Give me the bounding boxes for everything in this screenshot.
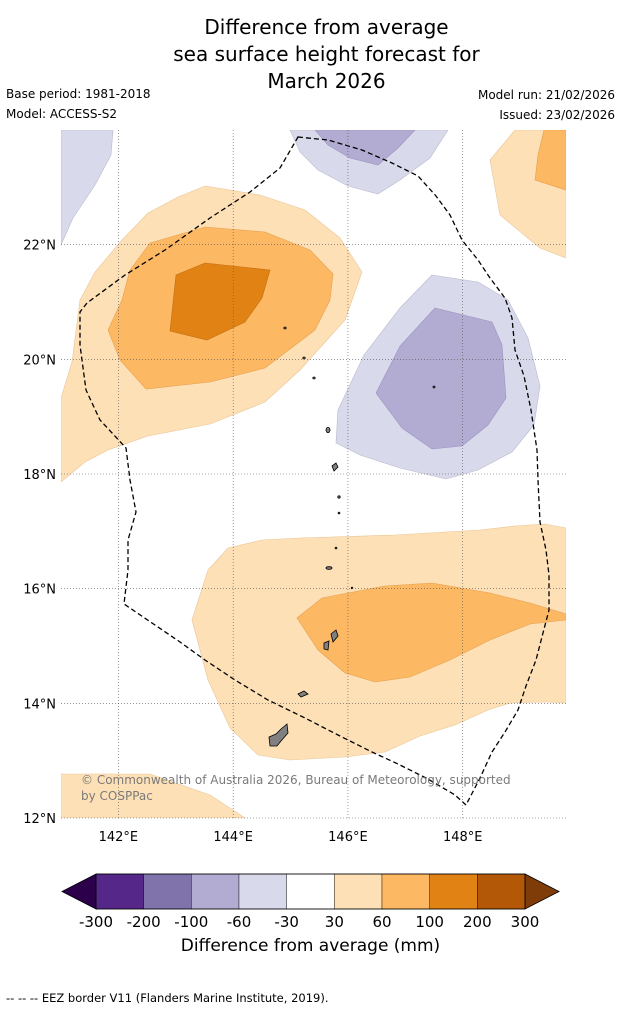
contour-neg-30-top-left — [61, 130, 114, 246]
island — [283, 326, 287, 330]
lon-tick-label: 146°E — [328, 830, 368, 845]
lon-tick-label: 142°E — [99, 830, 139, 845]
lat-tick-label: 20°N — [23, 353, 56, 368]
eez-legend-text: -- -- -- EEZ border V11 (Flanders Marine… — [6, 991, 329, 1005]
colorbar-segment — [238, 873, 287, 910]
colorbar-extend-high — [524, 873, 560, 910]
colorbar-segment — [381, 873, 430, 910]
colorbar-segment — [95, 873, 144, 910]
colorbar-tick-label: -60 — [227, 913, 252, 931]
lat-tick-label: 18°N — [23, 468, 56, 483]
contour-pos-30-sw — [61, 773, 246, 818]
colorbar-segment — [477, 873, 526, 910]
colorbar-tick-label: 100 — [415, 913, 444, 931]
axis-labels: 22°N 20°N 18°N 16°N 14°N 12°N 142°E 144°E 146°E 1… — [23, 239, 482, 845]
title-line-2: sea surface height forecast for — [173, 42, 480, 66]
island — [337, 511, 341, 515]
lat-tick-label: 16°N — [23, 583, 56, 598]
eez-border — [79, 136, 550, 807]
colorbar-tick-label: 60 — [372, 913, 391, 931]
colorbar-frame — [95, 873, 526, 910]
contour-pos-60-south — [296, 582, 566, 683]
island — [330, 629, 339, 643]
contour-pos-60-ne — [534, 130, 566, 191]
island — [325, 566, 333, 570]
island — [325, 426, 331, 433]
lat-tick-label: 12°N — [23, 812, 56, 827]
colorbar-segment — [429, 873, 478, 910]
model-run: Model run: 21/02/2026 — [477, 88, 615, 102]
base-period: Base period: 1981-2018 — [6, 87, 151, 101]
island — [323, 640, 330, 651]
colorbar-extend-low — [61, 873, 97, 910]
chart-title: Difference from average sea surface heig… — [0, 14, 621, 95]
colorbar-tick-label: -30 — [274, 913, 299, 931]
contour-neg-60-top — [314, 130, 416, 166]
title-line-3: March 2026 — [267, 69, 386, 93]
colorbar-segment — [191, 873, 240, 910]
colorbar-tick-label: -300 — [79, 913, 113, 931]
colorbar-segment — [334, 873, 383, 910]
gridlines — [61, 130, 566, 819]
colorbar: -300 -200 -100 -60 -30 30 60 100 200 300 — [61, 873, 560, 931]
colorbar-label: Difference from average (mm) — [180, 936, 441, 956]
lon-tick-label: 144°E — [213, 830, 253, 845]
lat-tick-label: 22°N — [23, 239, 56, 254]
colorbar-tick-label: 30 — [325, 913, 344, 931]
lat-tick-label: 14°N — [23, 697, 56, 712]
model-name: Model: ACCESS-S2 — [6, 107, 118, 121]
island-guam — [268, 723, 289, 747]
colorbar-tick-label: -200 — [127, 913, 161, 931]
colorbar-segment — [143, 873, 192, 910]
island — [432, 385, 436, 389]
contour-neg-60-east — [375, 307, 507, 450]
colorbar-tick-label: 300 — [511, 913, 540, 931]
island — [297, 690, 309, 698]
island — [302, 356, 306, 360]
island — [337, 495, 341, 499]
island — [334, 546, 338, 550]
title-line-1: Difference from average — [204, 15, 449, 39]
copyright-text: © Commonwealth of Australia 2026, Bureau… — [81, 773, 511, 803]
island — [331, 462, 339, 472]
colorbar-tick-label: 200 — [463, 913, 492, 931]
colorbar-segment — [286, 873, 335, 910]
lon-tick-label: 148°E — [443, 830, 483, 845]
island — [312, 376, 316, 380]
map-figure: 22°N 20°N 18°N 16°N 14°N 12°N 142°E 144°E 146°E 1… — [23, 130, 566, 845]
issued-date: Issued: 23/02/2026 — [499, 108, 615, 122]
contour-pos-100-north — [169, 262, 271, 341]
colorbar-tick-label: -100 — [174, 913, 208, 931]
islands — [268, 326, 436, 747]
